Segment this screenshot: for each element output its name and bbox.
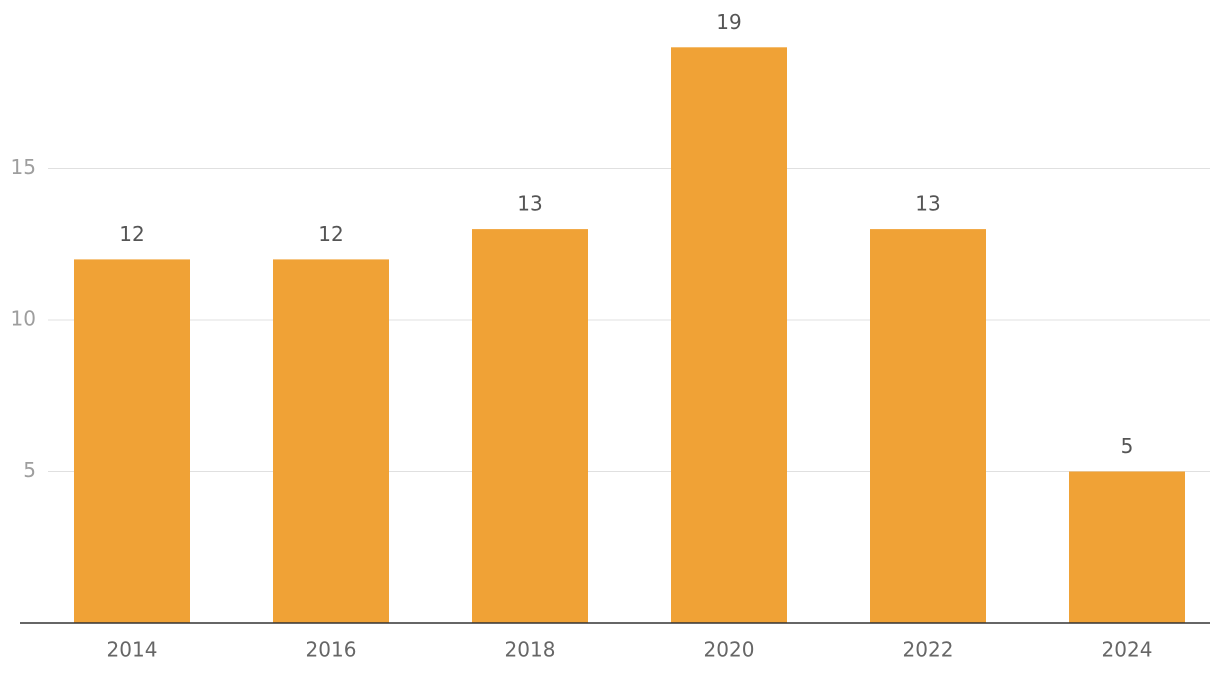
x-tick-label: 2018: [505, 638, 556, 662]
data-label: 12: [318, 222, 343, 246]
y-tick-label: 10: [11, 307, 36, 331]
bar: [472, 229, 588, 623]
data-label: 5: [1121, 434, 1134, 458]
y-tick-label: 5: [23, 458, 36, 482]
bar: [870, 229, 986, 623]
data-label: 12: [119, 222, 144, 246]
x-tick-label: 2020: [704, 638, 755, 662]
data-label: 13: [517, 192, 542, 216]
x-tick-label: 2014: [107, 638, 158, 662]
bar: [273, 259, 389, 623]
x-tick-label: 2024: [1102, 638, 1153, 662]
x-tick-label: 2016: [306, 638, 357, 662]
bar: [671, 47, 787, 624]
data-label: 19: [716, 10, 741, 34]
bar: [74, 259, 190, 623]
data-label: 13: [915, 192, 940, 216]
bar: [1069, 471, 1185, 623]
y-tick-label: 15: [11, 155, 36, 179]
x-tick-label: 2022: [903, 638, 954, 662]
